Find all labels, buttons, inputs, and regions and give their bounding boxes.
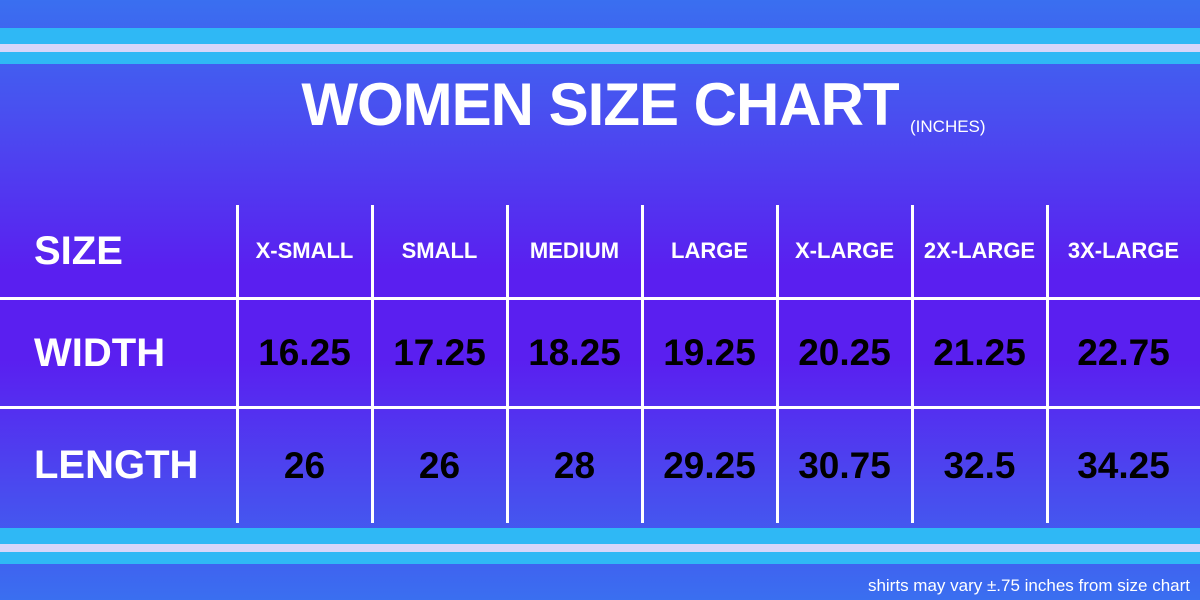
stripe (0, 28, 1200, 44)
cell-value: 32.5 (943, 444, 1016, 486)
column-header: X-LARGE (795, 238, 894, 263)
column-header: 2X-LARGE (923, 238, 1036, 263)
column-divider (641, 205, 644, 523)
stripe (0, 44, 1200, 52)
column-divider (911, 205, 914, 523)
cell-value: 30.75 (798, 444, 891, 486)
cell-value: 34.25 (1077, 444, 1170, 486)
cell-value: 26 (418, 444, 461, 486)
row-divider (0, 406, 1200, 409)
header-label: SIZE (34, 228, 123, 273)
column-header: SMALL (401, 238, 478, 263)
unit: (INCHES) (910, 117, 986, 136)
column-header: LARGE (671, 238, 748, 263)
column-divider (236, 205, 239, 523)
row-label: LENGTH (34, 443, 199, 487)
stripe (0, 552, 1200, 564)
footnote: shirts may vary ±.75 inches from size ch… (867, 576, 1190, 595)
cell-value: 26 (283, 444, 326, 486)
column-header: 3X-LARGE (1067, 238, 1180, 263)
cell-value: 21.25 (933, 332, 1026, 373)
column-divider (776, 205, 779, 523)
stripe (0, 528, 1200, 544)
row-divider (0, 297, 1200, 300)
cell-value: 17.25 (393, 332, 486, 373)
cell-value: 19.25 (663, 332, 756, 373)
column-header: X-SMALL (255, 238, 354, 263)
cell-value: 18.25 (528, 332, 621, 373)
column-divider (371, 205, 374, 523)
column-divider (506, 205, 509, 523)
cell-value: 22.75 (1077, 332, 1170, 373)
cell-value: 28 (553, 444, 596, 486)
column-divider (1046, 205, 1049, 523)
cell-value: 16.25 (258, 332, 351, 373)
title: WOMEN SIZE CHART (301, 71, 899, 138)
cell-value: 29.25 (663, 444, 756, 486)
cell-value: 20.25 (798, 332, 891, 373)
column-header: MEDIUM (529, 238, 620, 263)
stripe (0, 544, 1200, 552)
row-label: WIDTH (34, 330, 166, 375)
stripe (0, 52, 1200, 64)
